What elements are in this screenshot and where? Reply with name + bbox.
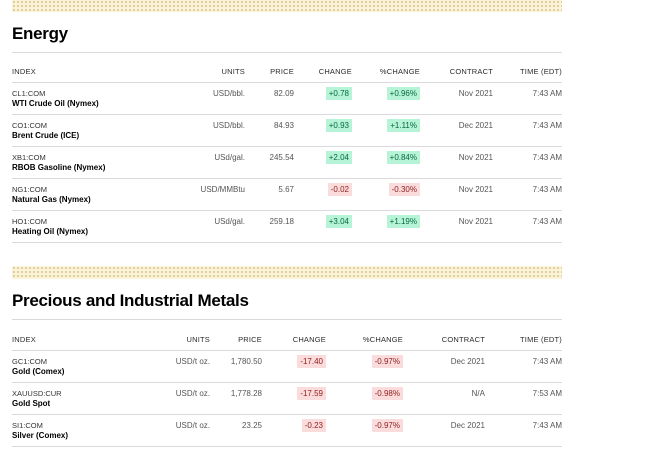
table-row[interactable]: SI1:COM Silver (Comex) USD/t oz. 23.25 -… [12,415,562,447]
col-price: PRICE [238,335,262,344]
row-contract: Dec 2021 [450,357,485,366]
row-name[interactable]: Brent Crude (ICE) [12,131,80,140]
row-name[interactable]: Silver (Comex) [12,431,69,440]
row-name[interactable]: Heating Oil (Nymex) [12,227,89,236]
row-symbol[interactable]: SI1:COM [12,421,43,430]
section-divider [12,52,562,53]
row-name[interactable]: Gold (Comex) [12,367,65,376]
row-symbol[interactable]: XAUUSD:CUR [12,389,62,398]
row-name[interactable]: RBOB Gasoline (Nymex) [12,163,106,172]
row-units: USD/t oz. [175,389,210,398]
decorative-band-divider [12,266,562,279]
table-row[interactable]: CO1:COM Brent Crude (ICE) USD/bbl. 84.93… [12,115,562,147]
section-divider [12,319,562,320]
row-name[interactable]: WTI Crude Oil (Nymex) [12,99,99,108]
change-badge: +3.04 [325,215,352,228]
row-time: 7:43 AM [532,153,562,162]
change-badge: +0.78 [325,87,352,100]
row-time: 7:43 AM [532,217,562,226]
row-time: 7:43 AM [532,421,562,430]
row-price: 245.54 [269,153,294,162]
row-contract: Nov 2021 [458,217,493,226]
col-index: INDEX [12,335,36,344]
decorative-band-top [12,0,562,12]
pct-change-badge: +1.11% [387,119,420,132]
header-divider [12,82,562,83]
row-units: USD/bbl. [212,89,245,98]
row-units: USd/gal. [214,153,245,162]
change-badge: +2.04 [325,151,352,164]
row-contract: Nov 2021 [458,185,493,194]
row-price: 84.93 [273,121,294,130]
pct-change-badge: -0.97% [371,419,403,432]
row-symbol[interactable]: CO1:COM [12,121,48,130]
row-name[interactable]: Natural Gas (Nymex) [12,195,91,204]
row-symbol[interactable]: NG1:COM [12,185,48,194]
row-contract: Dec 2021 [450,421,485,430]
row-contract: N/A [471,389,485,398]
col-time: TIME (EDT) [520,67,562,76]
row-symbol[interactable]: CL1:COM [12,89,46,98]
section-title-metals: Precious and Industrial Metals [12,291,249,310]
row-price: 5.67 [278,185,294,194]
row-time: 7:43 AM [532,357,562,366]
pct-change-badge: -0.98% [371,387,403,400]
col-pct-change: %CHANGE [379,67,420,76]
row-symbol[interactable]: XB1:COM [12,153,46,162]
pct-change-badge: +0.96% [386,87,420,100]
col-change: CHANGE [318,67,352,76]
change-badge: +0.93 [325,119,352,132]
col-units: UNITS [186,335,210,344]
row-contract: Nov 2021 [458,153,493,162]
table-row[interactable]: GC1:COM Gold (Comex) USD/t oz. 1,780.50 … [12,351,562,383]
table-row[interactable]: XAUUSD:CUR Gold Spot USD/t oz. 1,778.28 … [12,383,562,415]
row-name[interactable]: Gold Spot [12,399,51,408]
col-contract: CONTRACT [441,335,485,344]
table-row[interactable]: XB1:COM RBOB Gasoline (Nymex) USd/gal. 2… [12,147,562,179]
col-change: CHANGE [292,335,326,344]
row-units: USD/t oz. [175,357,210,366]
row-time: 7:53 AM [532,389,562,398]
col-pct-change: %CHANGE [362,335,403,344]
pct-change-badge: +0.84% [386,151,420,164]
header-divider [12,350,562,351]
row-units: USd/gal. [214,217,245,226]
row-price: 23.25 [241,421,262,430]
change-badge: -17.40 [297,355,326,368]
row-contract: Nov 2021 [458,89,493,98]
row-symbol[interactable]: HO1:COM [12,217,48,226]
change-badge: -0.23 [301,419,326,432]
table-row[interactable]: NG1:COM Natural Gas (Nymex) USD/MMBtu 5.… [12,179,562,211]
table-row[interactable]: HO1:COM Heating Oil (Nymex) USd/gal. 259… [12,211,562,243]
row-time: 7:43 AM [532,89,562,98]
col-index: INDEX [12,67,36,76]
col-price: PRICE [270,67,294,76]
col-contract: CONTRACT [449,67,493,76]
row-time: 7:43 AM [532,121,562,130]
row-price: 1,778.28 [230,389,262,398]
section-title-energy: Energy [12,24,68,43]
col-units: UNITS [221,67,245,76]
row-price: 259.18 [269,217,294,226]
row-units: USD/t oz. [175,421,210,430]
row-units: USD/bbl. [212,121,245,130]
change-badge: -0.02 [327,183,352,196]
row-price: 82.09 [273,89,294,98]
pct-change-badge: -0.97% [371,355,403,368]
row-time: 7:43 AM [532,185,562,194]
row-price: 1,780.50 [230,357,262,366]
col-time: TIME (EDT) [520,335,562,344]
row-symbol[interactable]: GC1:COM [12,357,48,366]
row-units: USD/MMBtu [200,185,245,194]
change-badge: -17.59 [297,387,326,400]
pct-change-badge: +1.19% [386,215,420,228]
row-contract: Dec 2021 [458,121,493,130]
pct-change-badge: -0.30% [388,183,420,196]
table-row[interactable]: CL1:COM WTI Crude Oil (Nymex) USD/bbl. 8… [12,83,562,115]
